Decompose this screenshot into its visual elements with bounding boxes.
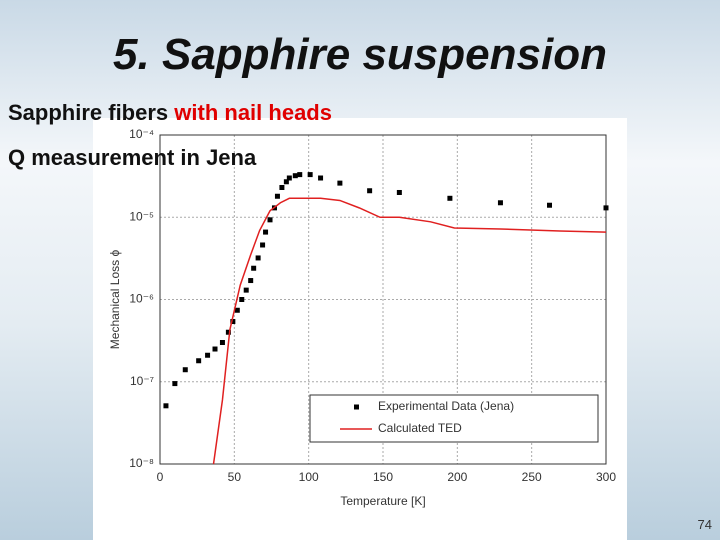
y-axis-label: Mechanical Loss ϕ xyxy=(108,250,122,350)
y-tick-label: 10⁻⁴ xyxy=(129,127,154,141)
data-point xyxy=(239,297,245,302)
data-point xyxy=(263,229,269,235)
x-axis-label: Temperature [K] xyxy=(340,494,425,508)
data-point xyxy=(260,242,266,248)
x-tick-label: 100 xyxy=(299,470,319,484)
y-tick-label: 10⁻⁶ xyxy=(129,292,154,306)
data-point xyxy=(225,329,231,335)
x-tick-label: 250 xyxy=(522,470,542,484)
chart-panel xyxy=(93,118,627,540)
data-point xyxy=(248,278,254,284)
data-point xyxy=(307,172,313,178)
data-point xyxy=(547,202,553,208)
data-point xyxy=(367,188,373,194)
y-tick-label: 10⁻⁸ xyxy=(129,456,154,470)
text-line: Sapphire fibers with nail heads xyxy=(8,100,332,126)
data-point xyxy=(292,173,298,179)
page-number: 74 xyxy=(697,517,712,532)
data-point xyxy=(172,381,178,387)
text: Q measurement in Jena xyxy=(8,145,257,170)
legend-marker xyxy=(354,404,359,410)
x-tick-label: 0 xyxy=(157,470,164,484)
data-point xyxy=(603,205,609,211)
legend-label: Calculated TED xyxy=(378,421,462,435)
data-point xyxy=(230,319,236,325)
data-point xyxy=(251,265,257,271)
x-tick-label: 300 xyxy=(596,470,616,484)
legend-label: Experimental Data (Jena) xyxy=(378,399,514,413)
data-point xyxy=(212,346,218,352)
data-point xyxy=(447,195,453,201)
y-tick-label: 10⁻⁷ xyxy=(130,374,154,388)
data-point xyxy=(497,200,503,206)
data-point xyxy=(279,184,285,190)
data-point xyxy=(163,403,169,409)
plot-frame xyxy=(159,134,607,465)
legend-box xyxy=(309,394,599,443)
data-point xyxy=(255,255,261,261)
x-tick-label: 50 xyxy=(228,470,242,484)
data-point xyxy=(267,217,273,223)
text: with nail heads xyxy=(174,100,332,125)
slide-title: 5. Sapphire suspension xyxy=(113,30,607,79)
data-point xyxy=(297,172,303,178)
data-point xyxy=(286,175,292,181)
x-tick-label: 150 xyxy=(373,470,393,484)
text: Sapphire fibers xyxy=(8,100,169,125)
data-point xyxy=(219,340,225,346)
data-point xyxy=(318,175,324,181)
data-point xyxy=(234,307,240,313)
data-point xyxy=(283,179,289,185)
data-point xyxy=(337,180,343,186)
text-line: Q measurement in Jena xyxy=(8,145,256,171)
data-point xyxy=(243,287,249,293)
data-point xyxy=(182,367,188,373)
data-point xyxy=(396,189,402,195)
data-point xyxy=(274,193,280,199)
x-tick-label: 200 xyxy=(447,470,467,484)
data-line xyxy=(212,197,607,465)
y-tick-label: 10⁻⁵ xyxy=(129,209,154,223)
data-point xyxy=(205,352,211,358)
data-point xyxy=(196,358,202,364)
